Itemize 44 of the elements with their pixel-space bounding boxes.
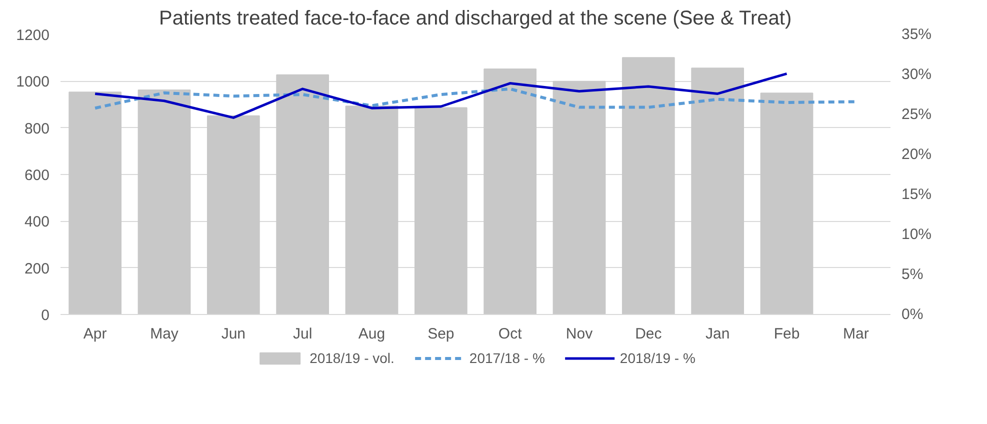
- y-tick-label: 0: [41, 307, 50, 324]
- y2-tick-label: 25%: [902, 106, 932, 123]
- x-tick-label: May: [150, 326, 179, 342]
- x-tick-label: Nov: [566, 326, 594, 342]
- legend-label: 2018/19 - %: [620, 349, 696, 367]
- y2-tick-label: 10%: [902, 226, 932, 243]
- bar: [691, 68, 744, 314]
- bar: [622, 57, 675, 314]
- bar: [414, 107, 468, 314]
- y2-tick-label: 5%: [902, 266, 924, 283]
- x-tick-label: Feb: [774, 326, 800, 342]
- bar: [276, 74, 330, 314]
- bar: [68, 92, 122, 314]
- bar: [138, 90, 191, 314]
- x-tick-label: Apr: [83, 326, 107, 342]
- x-tick-label: Jun: [221, 326, 246, 342]
- bar: [345, 106, 398, 314]
- bar: [552, 80, 606, 314]
- x-tick-label: Jul: [292, 326, 312, 342]
- bar: [760, 92, 814, 314]
- x-tick-label: Jan: [705, 326, 730, 342]
- bar: [206, 115, 260, 314]
- x-tick-label: Mar: [843, 326, 869, 342]
- x-tick-label: Sep: [428, 326, 454, 342]
- y-tick-label: 600: [24, 167, 50, 184]
- y-tick-label: 200: [24, 260, 50, 278]
- y-tick-label: 800: [24, 120, 50, 138]
- x-tick-label: Oct: [498, 326, 523, 342]
- legend-label: 2017/18 - %: [469, 349, 545, 367]
- y2-tick-label: 30%: [902, 66, 932, 83]
- y-tick-label: 1000: [16, 74, 50, 91]
- y2-tick-label: 35%: [902, 26, 932, 43]
- line-series: [94, 72, 788, 119]
- y2-tick-label: 15%: [902, 186, 932, 203]
- line-series: [94, 87, 858, 110]
- legend-label: 2018/19 - vol.: [310, 349, 394, 367]
- chart-title: Patients treated face-to-face and discharged at the scene (See & Treat): [159, 8, 792, 30]
- y2-tick-label: 20%: [902, 146, 932, 163]
- x-tick-label: Dec: [635, 326, 662, 342]
- bar: [484, 68, 537, 314]
- y-tick-label: 400: [24, 214, 50, 231]
- y2-tick-label: 0%: [902, 306, 924, 323]
- x-tick-label: Aug: [358, 326, 386, 342]
- y-tick-label: 1200: [16, 27, 50, 44]
